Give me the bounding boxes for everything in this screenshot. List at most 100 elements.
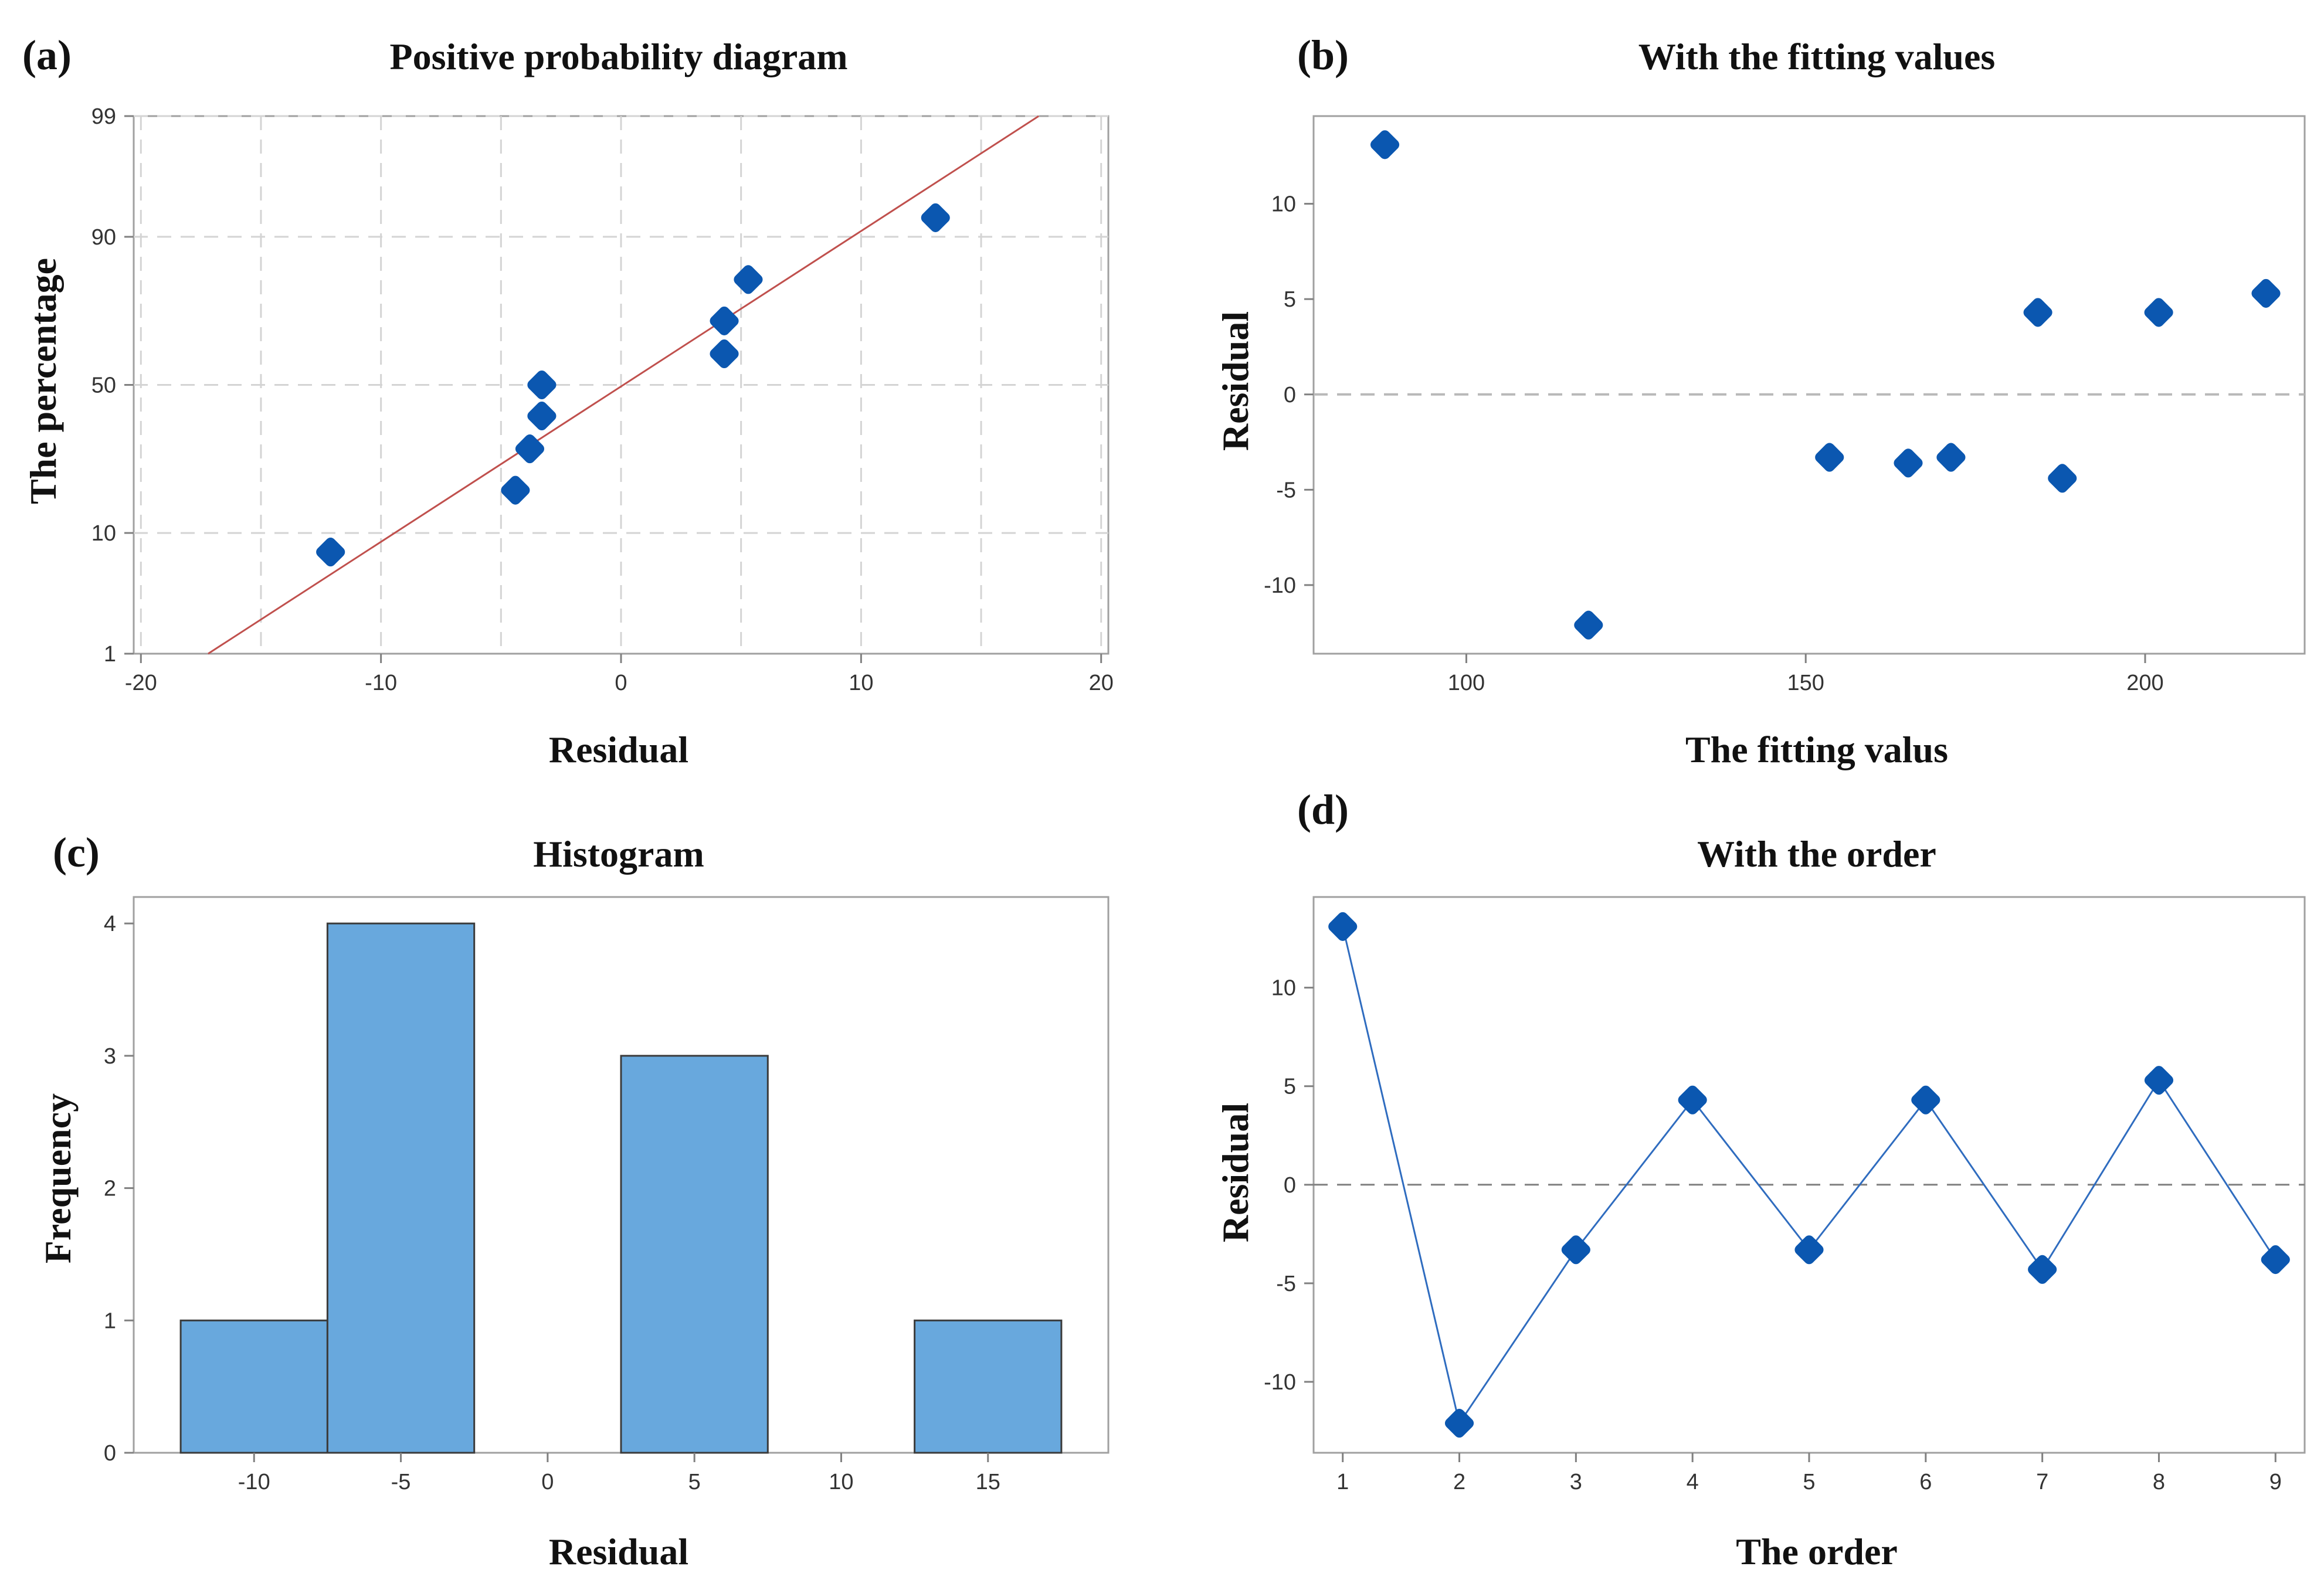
plot-area-b [1312, 115, 2306, 655]
x-tick-label-a: -20 [125, 671, 157, 695]
data-point [316, 538, 345, 567]
x-tick-label-d: 5 [1803, 1470, 1815, 1494]
x-tick-label-c: 0 [541, 1470, 554, 1494]
panel-letter-a: (a) [22, 32, 72, 79]
plot-area-d [1312, 896, 2306, 1454]
data-point [501, 475, 530, 505]
data-point [2251, 278, 2281, 308]
panel-letter-b: (b) [1297, 32, 1349, 79]
data-point [1911, 1085, 1940, 1115]
data-point [2144, 1066, 2174, 1095]
x-tick-label-c: -10 [238, 1470, 270, 1494]
data-point [710, 339, 739, 369]
x-tick-label-a: 0 [615, 671, 627, 695]
x-tick-label-d: 7 [2036, 1470, 2048, 1494]
data-point [1678, 1085, 1707, 1115]
x-axis-label-c: Residual [549, 1531, 688, 1572]
y-tick-label-c: 2 [104, 1177, 116, 1201]
panel-letter-c: (c) [53, 829, 100, 876]
data-point [515, 434, 544, 464]
x-tick-label-d: 3 [1570, 1470, 1582, 1494]
histogram-bar [326, 922, 476, 1454]
data-point [1574, 610, 1603, 640]
histogram-bars [179, 922, 1063, 1454]
data-point [710, 306, 739, 335]
y-axis-label-a: The percentage [22, 258, 64, 504]
x-axis-label-b: The fitting valus [1685, 729, 1948, 770]
chart-title-b: With the fitting values [1638, 36, 1996, 77]
data-points-a [316, 203, 950, 567]
x-axis-label-d: The order [1736, 1531, 1898, 1572]
histogram-bar [620, 1055, 769, 1454]
data-point [527, 370, 557, 400]
y-axis-label-c: Frequency [37, 1093, 79, 1263]
y-tick-label-c: 1 [104, 1309, 116, 1333]
x-tick-label-c: -5 [391, 1470, 411, 1494]
x-tick-label-b: 100 [1448, 671, 1485, 695]
data-point [1894, 448, 1923, 478]
y-tick-label-b: -10 [1264, 573, 1296, 598]
data-point [2261, 1245, 2290, 1275]
chart-title-c: Histogram [533, 833, 704, 875]
y-tick-label-a: 50 [91, 373, 116, 398]
data-point [1328, 912, 1358, 941]
x-tick-label-d: 8 [2153, 1470, 2165, 1494]
axis-ticks-d: 1 2 3 4 5 6 7 8 9 -10 -5 0 5 10 [1264, 976, 2282, 1494]
y-tick-label-b: 10 [1271, 192, 1296, 217]
y-axis-label-d: Residual [1214, 1103, 1256, 1242]
chart-title-a: Positive probability diagram [389, 36, 847, 77]
panel-normal-probability: (a) Positive probability diagram Residua… [22, 32, 1114, 770]
y-tick-label-c: 4 [104, 912, 116, 936]
histogram-bar [914, 1319, 1063, 1454]
y-tick-label-d: 0 [1284, 1173, 1296, 1198]
x-tick-label-a: -10 [365, 671, 397, 695]
data-point [2048, 464, 2077, 493]
data-point [1444, 1409, 1474, 1438]
panel-histogram: (c) Histogram Residual Frequency -10 -5 0 5… [37, 829, 1110, 1572]
y-tick-label-d: 10 [1271, 976, 1296, 1001]
data-points-b [1370, 130, 2281, 640]
x-tick-label-d: 2 [1453, 1470, 1465, 1494]
x-axis-label-a: Residual [549, 729, 688, 770]
x-tick-label-c: 15 [976, 1470, 1000, 1494]
axis-ticks-b: 100 150 200 -10 -5 0 5 10 [1264, 192, 2164, 695]
panel-residual-vs-order: (d) With the order The order Residual 1 2… [1214, 786, 2306, 1572]
y-tick-label-b: 0 [1284, 383, 1296, 407]
y-tick-label-d: -10 [1264, 1370, 1296, 1395]
data-point [2023, 298, 2052, 327]
y-tick-label-a: 1 [104, 642, 116, 667]
data-point [734, 265, 763, 294]
x-tick-label-d: 9 [2269, 1470, 2282, 1494]
x-tick-label-d: 6 [1919, 1470, 1932, 1494]
y-tick-label-a: 10 [91, 521, 116, 546]
gridlines-a [134, 115, 1108, 654]
y-tick-label-c: 0 [104, 1441, 116, 1466]
chart-title-d: With the order [1697, 833, 1936, 875]
y-tick-label-d: 5 [1284, 1075, 1296, 1099]
x-tick-label-a: 20 [1089, 671, 1114, 695]
panel-letter-d: (d) [1297, 786, 1349, 833]
x-tick-label-c: 5 [688, 1470, 701, 1494]
panel-residual-vs-fitted: (b) With the fitting values The fitting … [1214, 32, 2306, 770]
y-tick-label-b: -5 [1276, 478, 1296, 502]
axis-ticks-c: -10 -5 0 5 10 15 0 1 2 3 4 [104, 912, 1000, 1494]
data-point [1370, 130, 1400, 159]
data-point [527, 401, 557, 431]
data-point [1561, 1235, 1590, 1265]
data-point [1794, 1235, 1824, 1265]
axis-ticks-a: -20 -10 0 10 20 1 10 50 90 99 [91, 104, 1114, 695]
x-tick-label-d: 1 [1336, 1470, 1349, 1494]
x-tick-label-a: 10 [849, 671, 873, 695]
data-points-d [1328, 912, 2290, 1438]
y-axis-label-b: Residual [1214, 311, 1256, 451]
y-tick-label-a: 90 [91, 225, 116, 250]
x-tick-label-b: 200 [2126, 671, 2163, 695]
x-tick-label-d: 4 [1687, 1470, 1699, 1494]
data-point [2144, 298, 2173, 327]
y-tick-label-b: 5 [1284, 287, 1296, 312]
data-point [1815, 443, 1844, 472]
x-tick-label-b: 150 [1787, 671, 1824, 695]
data-point [1936, 443, 1966, 472]
data-point [921, 203, 950, 232]
